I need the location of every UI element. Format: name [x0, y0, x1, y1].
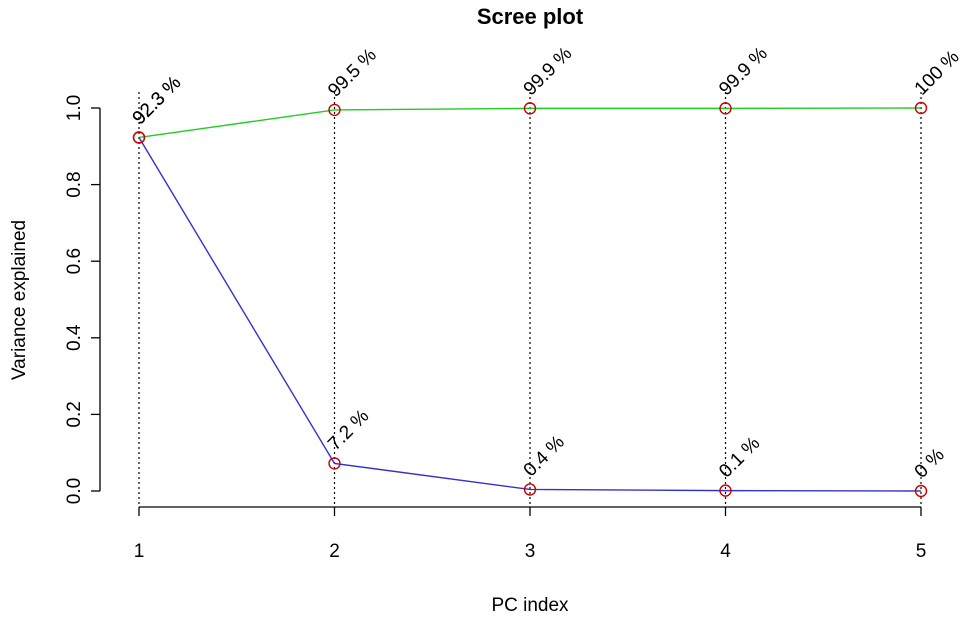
x-tick-label-4: 5: [916, 541, 927, 562]
individual-line: [138, 137, 922, 492]
y-tick-label-3: 0.6: [64, 248, 85, 274]
cumulative-label-2: 99.5 %: [324, 45, 381, 102]
x-tick-label-1: 2: [329, 541, 340, 562]
x-axis-label: PC index: [491, 595, 569, 616]
individual-label-2: 7.2 %: [324, 406, 373, 455]
individual-label-3: 0.4 %: [520, 432, 569, 481]
y-tick-label-1: 0.2: [64, 401, 85, 427]
cumulative-label-5: 100 %: [911, 47, 964, 100]
cumulative-point-5: [914, 101, 928, 115]
individual-point-2: [328, 457, 341, 470]
chart-title: Scree plot: [477, 4, 584, 29]
cumulative-point-2: [328, 103, 341, 117]
individual-label-4: 0.1 %: [715, 433, 764, 482]
y-tick-label-4: 0.8: [64, 171, 85, 197]
x-tick-label-3: 4: [720, 541, 731, 562]
cumulative-line: [138, 107, 922, 139]
y-axis-label: Variance explained: [9, 220, 30, 380]
individual-label-5: 0 %: [911, 444, 949, 482]
x-tick-label-2: 3: [525, 541, 536, 562]
y-tick-label-2: 0.4: [64, 324, 85, 351]
individual-point-5: [914, 484, 928, 498]
individual-label-1: 92.3 %: [129, 72, 186, 129]
cumulative-label-4: 99.9 %: [715, 43, 772, 100]
cumulative-point-3: [523, 102, 537, 115]
y-tick-label-5: 1.0: [64, 95, 85, 121]
x-tick-label-0: 1: [134, 541, 145, 562]
individual-point-3: [523, 483, 537, 496]
y-tick-label-0: 0.0: [64, 478, 85, 504]
individual-point-4: [719, 484, 732, 497]
plot-area: 0.0 0.2 0.4 0.6 0.8 1.0 1 2 3 4 5 92.3 % 99.5 % 99.9 …: [64, 43, 964, 562]
cumulative-point-4: [719, 102, 732, 115]
cumulative-label-3: 99.9 %: [520, 43, 577, 100]
individual-point-1: [132, 131, 146, 144]
